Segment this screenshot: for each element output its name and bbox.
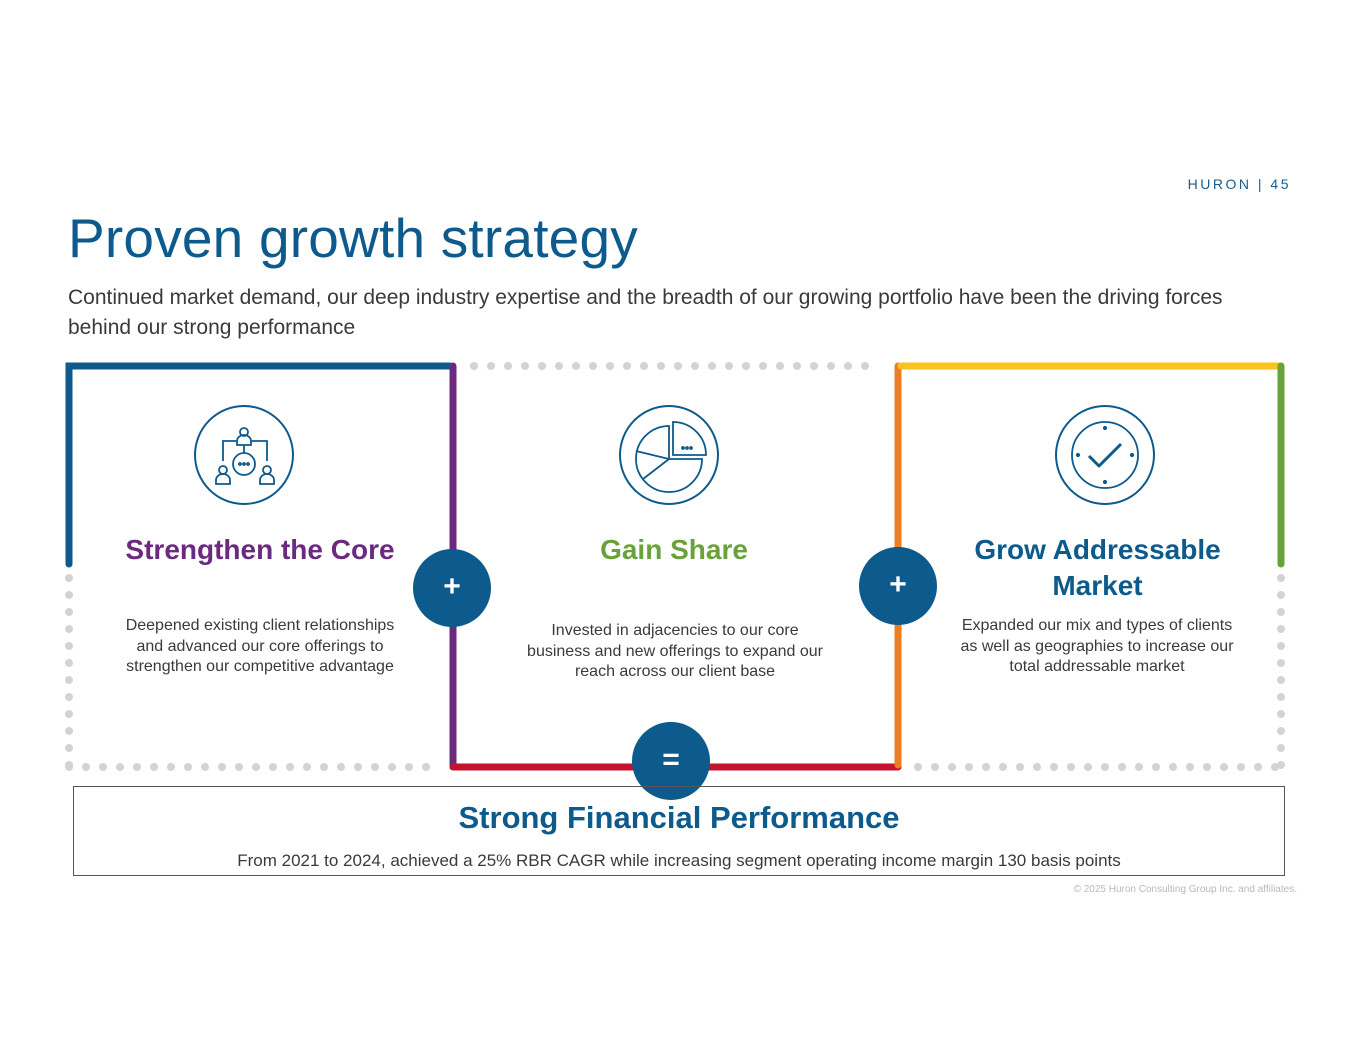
pie-chart-icon <box>619 405 719 505</box>
performance-title: Strong Financial Performance <box>458 800 900 835</box>
share-title: Gain Share <box>600 534 748 565</box>
plus-operator-left: + <box>413 549 491 627</box>
page-title: Proven growth strategy <box>68 207 638 269</box>
market-description: Expanded our mix and types of clients as… <box>960 617 1234 675</box>
copyright-notice: © 2025 Huron Consulting Group Inc. and a… <box>1073 884 1297 895</box>
equals-operator: = <box>632 722 710 800</box>
check-badge-icon <box>1055 405 1155 505</box>
core-top-line <box>65 362 454 568</box>
core-description: Deepened existing client relationships a… <box>125 617 395 675</box>
performance-text: From 2021 to 2024, achieved a 25% RBR CA… <box>237 851 1121 870</box>
performance-box <box>73 786 1285 876</box>
page-header-tag: HURON | 45 <box>1187 176 1291 192</box>
plus-operator-right: + <box>859 547 937 625</box>
core-title: Strengthen the Core <box>125 534 395 565</box>
share-description: Invested in adjacencies to our core busi… <box>527 622 823 680</box>
network-people-icon <box>194 405 294 505</box>
market-title: Grow Addressable Market <box>974 534 1221 601</box>
page-subtitle: Continued market demand, our deep indust… <box>68 286 1223 339</box>
